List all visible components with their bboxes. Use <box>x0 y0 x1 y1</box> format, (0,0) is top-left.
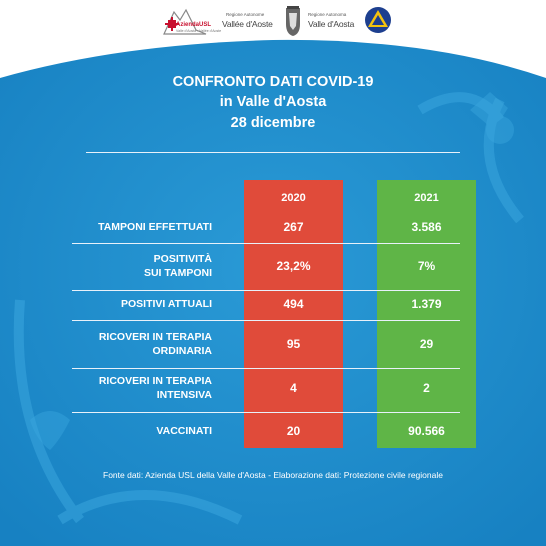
asl-mountain-icon <box>163 8 207 35</box>
column-2021: 2021 <box>377 180 476 448</box>
logos-header: AziendaUSL Valle d'Aosta - Vallée d'Aost… <box>0 0 546 48</box>
cell-2021: 3.586 <box>411 220 442 234</box>
cell-2020: 20 <box>286 424 301 438</box>
footer-source: Fonte dati: Azienda USL della Valle d'Ao… <box>103 470 443 480</box>
cell-2020: 95 <box>286 337 301 351</box>
region-logo-it-big: Valle d'Aosta <box>308 19 355 29</box>
row-divider <box>72 320 460 321</box>
row-label-line: VACCINATI <box>156 425 212 437</box>
azienda-usl-logo: AziendaUSL Valle d'Aosta - Vallée d'Aost… <box>162 4 221 40</box>
row-label-line: SUI TAMPONI <box>143 267 212 279</box>
title-divider <box>86 152 460 153</box>
region-logo-it: Regione Autonoma Valle d'Aosta <box>308 12 362 36</box>
cell-2020: 267 <box>283 220 304 234</box>
row-label: POSITIVI ATTUALI <box>70 297 212 311</box>
cell-2021: 7% <box>417 259 436 273</box>
row-label-line: POSITIVI ATTUALI <box>121 298 212 310</box>
row-label: RICOVERI IN TERAPIA ORDINARIA <box>70 330 212 358</box>
row-label-line: TAMPONI EFFETTUATI <box>98 221 212 233</box>
asl-logo-subtext: Valle d'Aosta - Vallée d'Aoste <box>176 29 222 33</box>
row-label-line: POSITIVITÀ <box>153 253 212 265</box>
region-logo-fr: Regione Autonome Vallée d'Aoste <box>222 12 276 36</box>
title-line-3: 28 dicembre <box>230 115 316 131</box>
cell-2020: 23,2% <box>276 259 311 273</box>
cell-2021: 90.566 <box>408 424 445 438</box>
regional-crest-icon <box>286 6 300 36</box>
row-label: VACCINATI <box>70 424 212 438</box>
cell-2021: 1.379 <box>411 297 442 311</box>
row-label-line: RICOVERI IN TERAPIA <box>98 331 212 343</box>
region-logo-it-small: Regione Autonoma <box>308 12 347 17</box>
protezione-civile-icon <box>365 7 391 33</box>
column-2020: 2020 <box>244 180 343 448</box>
cell-2020: 494 <box>283 297 304 311</box>
row-label-line: RICOVERI IN TERAPIA <box>98 375 212 387</box>
row-label: RICOVERI IN TERAPIA INTENSIVA <box>70 374 212 402</box>
cell-2021: 29 <box>419 337 434 351</box>
row-divider <box>72 290 460 291</box>
row-label: TAMPONI EFFETTUATI <box>70 220 212 234</box>
title-line-2: in Valle d'Aosta <box>219 94 327 110</box>
region-logo-fr-small: Regione Autonome <box>226 12 265 17</box>
cell-2020: 4 <box>290 381 297 395</box>
row-label-line: INTENSIVA <box>156 389 212 401</box>
row-label-line: ORDINARIA <box>152 345 213 357</box>
asl-logo-text: AziendaUSL <box>176 22 212 28</box>
row-label: POSITIVITÀ SUI TAMPONI <box>70 252 212 280</box>
title-line-1: CONFRONTO DATI COVID-19 <box>172 74 374 90</box>
column-header-2021: 2021 <box>414 192 439 204</box>
row-divider <box>72 368 460 369</box>
row-divider <box>72 412 460 413</box>
region-logo-fr-big: Vallée d'Aoste <box>222 19 273 29</box>
column-header-2020: 2020 <box>281 192 306 204</box>
cell-2021: 2 <box>423 381 430 395</box>
row-divider <box>72 243 460 244</box>
